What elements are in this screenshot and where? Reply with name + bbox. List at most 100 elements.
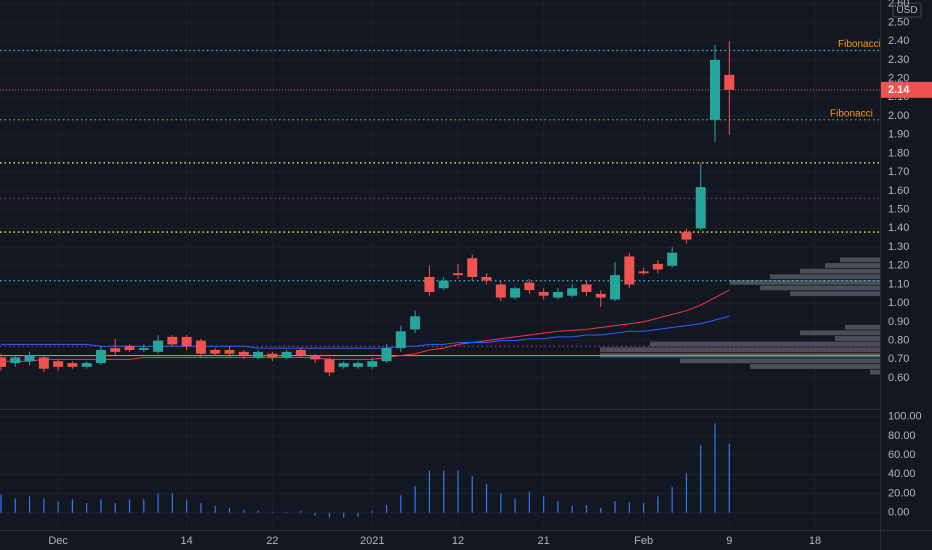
y-tick-label: 2.50 [888,16,909,28]
y-tick-label: 2.40 [888,35,909,47]
x-tick-label: 22 [266,535,278,547]
candle-body [638,271,649,274]
x-tick-label: Feb [634,535,653,547]
candle-body [295,349,306,356]
last-price-label: 2.14 [888,84,910,96]
candle-body [410,316,421,330]
y-tick-label: 2.60 [888,0,909,10]
volume-profile-bar [840,257,880,263]
y-tick-label: 1.00 [888,297,909,309]
y-tick-label: 1.60 [888,185,909,197]
candle-body [552,291,563,298]
y-tick-label: 0.60 [888,372,909,384]
candle-body [124,346,135,350]
y2-tick-label: 100.00 [888,411,922,423]
candle-body [253,351,264,358]
x-tick-label: 2021 [360,535,384,547]
x-tick-label: 9 [726,535,732,547]
y-tick-label: 1.50 [888,204,909,216]
last-price-badge [881,81,932,98]
candle-body [38,357,49,369]
candle-body [367,361,378,367]
x-tick-label: Dec [48,535,68,547]
candle-body [224,349,235,354]
volume-profile-bar [760,285,880,291]
volume-profile-bar [825,263,880,268]
candle-body [581,284,592,292]
volume-profile-bar [800,268,880,274]
candle-body [667,252,678,266]
y2-tick-label: 0.00 [888,507,909,519]
candle-body [467,258,478,277]
currency-box[interactable] [892,2,922,18]
y-tick-label: 0.90 [888,316,909,328]
candle-body [524,282,535,291]
candle-body [710,59,720,120]
candle-body [538,291,549,296]
x-tick-label: 18 [809,535,821,547]
y2-tick-label: 40.00 [888,468,916,480]
y2-tick-label: 20.00 [888,487,916,499]
candle-body [610,275,621,300]
volume-profile-bar [680,358,880,364]
candle-body [110,348,121,352]
candle-body [624,256,635,285]
candle-body [181,336,192,347]
candle-body [138,348,149,350]
volume-profile-bar [790,291,880,296]
currency[interactable]: USD [896,5,917,16]
candle-body [510,288,521,298]
candle-body [0,357,6,367]
y-tick-label: 1.30 [888,241,909,253]
y-tick-label: 1.10 [888,278,909,290]
candle-body [495,284,506,298]
candle-body [481,276,492,281]
volume-profile-bar [870,369,880,375]
candle-body [695,187,706,229]
candle-body [153,340,164,352]
y-tick-label: 2.00 [888,110,909,122]
x-tick-label: 14 [181,535,193,547]
volume-profile-bar [650,341,880,347]
grid [0,0,880,530]
candle-body [595,293,606,298]
volume-profile-bar [845,324,880,330]
annotation: Fibonacci [830,108,873,119]
candle-body [353,363,363,367]
candle-body [424,276,435,292]
y-tick-label: 2.20 [888,73,909,85]
y-tick-label: 1.40 [888,222,909,234]
candle-body [381,348,392,362]
y-tick-label: 1.80 [888,147,909,159]
plot-area: Fibonacci Fibonacci [0,39,880,518]
candle-body [81,363,92,367]
candle-body [210,349,221,354]
candle-body [652,263,663,270]
candle-body [281,351,292,358]
candle-body [195,340,206,354]
y-tick-label: 0.80 [888,335,909,347]
volume-profile-bar [730,279,880,285]
moving-average [1,315,730,349]
candle-body [681,232,692,240]
y-tick-label: 1.90 [888,129,909,141]
candle-body [267,353,278,358]
candle-body [95,349,106,364]
candle-body [338,363,349,367]
candle-body [24,355,35,362]
volume-profile-bar [835,336,880,341]
candle-body [53,361,64,367]
candle-body [324,359,335,373]
candle-body [238,351,249,356]
candle-body [67,363,78,367]
volume-profile-bar [750,364,880,369]
y-tick-label: 2.30 [888,54,909,66]
x-tick-label: 12 [452,535,464,547]
candle-body [10,357,21,364]
y2-tick-label: 80.00 [888,430,916,442]
axes: 0.60 0.70 0.80 0.90 1.00 1.10 1.20 1.30 1.40 1.50… [48,0,932,547]
moving-average [1,289,730,362]
x-tick-label: 21 [538,535,550,547]
candle-body [310,355,321,360]
